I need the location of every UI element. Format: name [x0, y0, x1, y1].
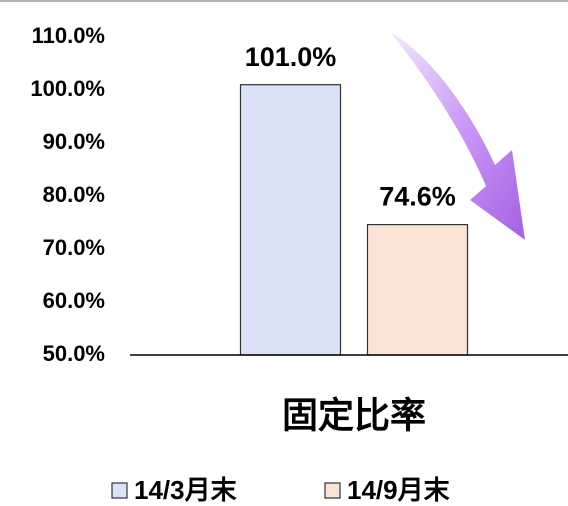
value-label: 101.0%: [245, 42, 337, 72]
y-tick-label: 90.0%: [43, 129, 105, 154]
legend-swatch: [324, 482, 341, 499]
value-label: 74.6%: [379, 182, 456, 212]
y-tick-label: 60.0%: [43, 288, 105, 313]
x-tick-label: 固定比率: [282, 395, 426, 436]
trend-arrow: [390, 32, 525, 240]
y-tick-label: 100.0%: [30, 76, 105, 101]
legend-label: 14/9月末: [347, 475, 451, 505]
y-tick-label: 110.0%: [32, 23, 105, 48]
y-tick-label: 80.0%: [43, 182, 105, 207]
legend-label: 14/3月末: [134, 475, 238, 505]
y-tick-label: 70.0%: [43, 235, 105, 260]
bar: [239, 84, 342, 356]
legend-swatch: [111, 482, 128, 499]
y-tick-label: 50.0%: [43, 341, 105, 366]
bar: [366, 224, 469, 356]
